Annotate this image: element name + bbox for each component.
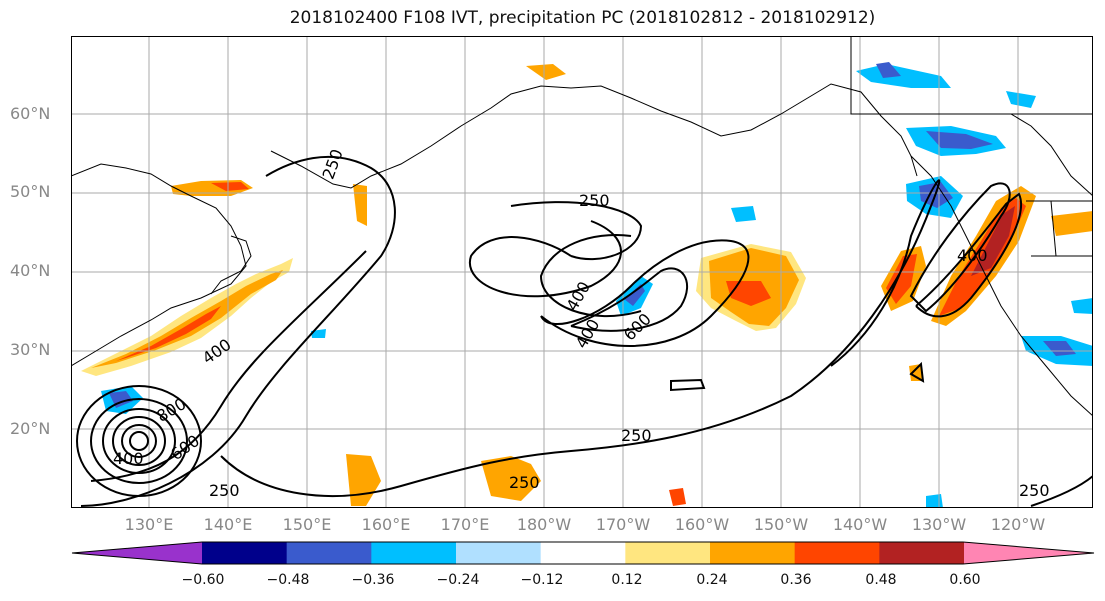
colorbar-segment <box>456 542 542 564</box>
colorbar-segment <box>371 542 457 564</box>
lon-label-120w: 120°W <box>990 515 1046 534</box>
colorbar-extend-high <box>964 542 1094 564</box>
lon-label-160w: 160°W <box>674 515 730 534</box>
colorbar-tick-label: 0.36 <box>780 572 812 588</box>
colorbar-tick-label: 0.12 <box>611 572 643 588</box>
contour-label-250-a: 250 <box>209 481 240 500</box>
precip-positive-shading <box>81 64 1093 506</box>
coastlines <box>71 36 1093 417</box>
colorbar-segment <box>879 542 965 564</box>
colorbar-tick-label: −0.12 <box>520 572 564 588</box>
lat-label-60n: 60°N <box>10 104 51 123</box>
colorbar-fills <box>72 542 1094 564</box>
lon-label-180w: 180°W <box>516 515 572 534</box>
colorbar-tick-label: −0.36 <box>351 572 395 588</box>
lon-label-140w: 140°W <box>832 515 888 534</box>
lon-label-150e: 150°E <box>282 515 332 534</box>
contour-label-group: 250 250 250 250 250 250 400 400 400 400 … <box>113 147 1050 500</box>
colorbar-tick-label: 0.24 <box>696 572 728 588</box>
colorbar-segment <box>625 542 711 564</box>
colorbar-tick-label: 0.60 <box>949 572 981 588</box>
colorbar-extend-low <box>72 542 202 564</box>
contour-label-250-e: 250 <box>1019 481 1050 500</box>
lon-label-130e: 130°E <box>124 515 174 534</box>
lat-label-50n: 50°N <box>10 182 51 201</box>
contour-label-250-b: 250 <box>579 191 610 210</box>
colorbar-tick-label: −0.60 <box>181 572 225 588</box>
colorbar-outline <box>71 541 1095 565</box>
map-frame <box>71 36 1093 508</box>
map-panel: 250 250 250 250 250 250 400 400 400 400 … <box>71 36 1093 508</box>
lon-label-170w: 170°W <box>595 515 651 534</box>
contour-label-400-e: 400 <box>113 449 144 468</box>
colorbar-segment <box>794 542 880 564</box>
lat-label-40n: 40°N <box>10 261 51 280</box>
lon-label-150w: 150°W <box>753 515 809 534</box>
colorbar-tick-label: −0.24 <box>436 572 480 588</box>
map-title: 2018102400 F108 IVT, precipitation PC (2… <box>289 8 876 28</box>
colorbar-tick-label: 0.48 <box>865 572 897 588</box>
colorbar-segment <box>540 542 626 564</box>
lon-label-130w: 130°W <box>911 515 967 534</box>
contour-label-250-c: 250 <box>621 426 652 445</box>
lat-label-30n: 30°N <box>10 340 51 359</box>
lon-label-160e: 160°E <box>361 515 411 534</box>
colorbar-tick-label: −0.48 <box>266 572 310 588</box>
colorbar-segment <box>286 542 372 564</box>
ivt-contours <box>76 155 1093 507</box>
contour-label-250-d: 250 <box>509 473 540 492</box>
colorbar <box>71 541 1095 565</box>
lon-label-170e: 170°E <box>440 515 490 534</box>
contour-label-400-d: 400 <box>957 246 988 265</box>
colorbar-segment <box>710 542 796 564</box>
lon-label-140e: 140°E <box>203 515 253 534</box>
colorbar-segment <box>202 542 288 564</box>
lat-label-20n: 20°N <box>10 419 51 438</box>
